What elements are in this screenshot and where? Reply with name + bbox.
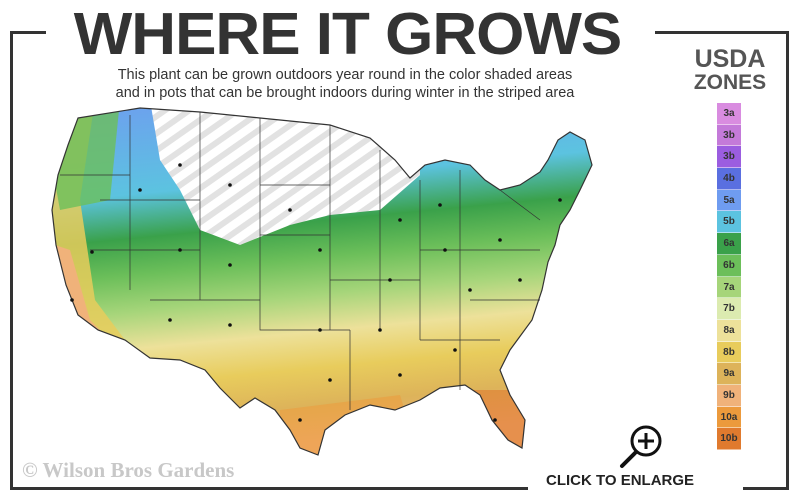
frame-right — [786, 31, 789, 490]
copyright-watermark: © Wilson Bros Gardens — [22, 458, 235, 482]
zone-swatch: 8a — [717, 319, 741, 342]
frame-left — [10, 31, 13, 490]
page-subtitle: This plant can be grown outdoors year ro… — [60, 66, 630, 102]
page-title: WHERE IT GROWS — [73, 1, 622, 68]
frame-bottom-right — [743, 487, 789, 490]
zone-swatch: 5b — [717, 211, 741, 234]
frame-top-right — [655, 31, 789, 34]
legend-title: USDA ZONES — [680, 46, 780, 94]
legend-title-line-1: USDA — [694, 45, 766, 73]
zone-swatch: 6b — [717, 254, 741, 277]
legend-title-line-2: ZONES — [693, 71, 767, 94]
subtitle-line-2: and in pots that can be brought indoors … — [115, 85, 575, 101]
frame-bottom-left — [10, 487, 528, 490]
zone-swatch: 3b — [717, 146, 741, 169]
zone-swatch: 3b — [717, 124, 741, 147]
click-to-enlarge-label: CLICK TO ENLARGE — [546, 472, 695, 489]
us-outline — [51, 107, 593, 456]
striped-area — [150, 108, 420, 245]
zone-swatch: 3a — [717, 103, 741, 125]
zone-swatch: 7b — [717, 298, 741, 320]
usda-zone-map[interactable] — [40, 105, 600, 460]
zone-swatch: 10a — [717, 406, 741, 429]
zone-swatch: 7a — [717, 276, 741, 299]
state-borders — [60, 112, 541, 410]
zone-swatch: 8b — [717, 341, 741, 364]
frame-top-left — [10, 31, 46, 34]
zone-swatch: 9a — [717, 363, 741, 385]
zone-swatch: 5a — [717, 189, 741, 212]
zone-legend: 3a 3b 3b 4b 5a 5b 6a 6b 7a 7b 8a 8b 9a 9b 10a 10b — [717, 103, 741, 450]
city-markers — [70, 163, 562, 422]
pacific-northwest-zone — [52, 108, 120, 210]
zone-swatch: 9b — [717, 384, 741, 407]
zone-swatch: 6a — [717, 233, 741, 255]
subtitle-line-1: This plant can be grown outdoors year ro… — [117, 67, 573, 83]
florida-zone — [470, 390, 530, 455]
zone-swatch: 10b — [717, 428, 741, 450]
zone-swatch: 4b — [717, 168, 741, 190]
zoom-in-magnifier-icon — [620, 425, 662, 468]
